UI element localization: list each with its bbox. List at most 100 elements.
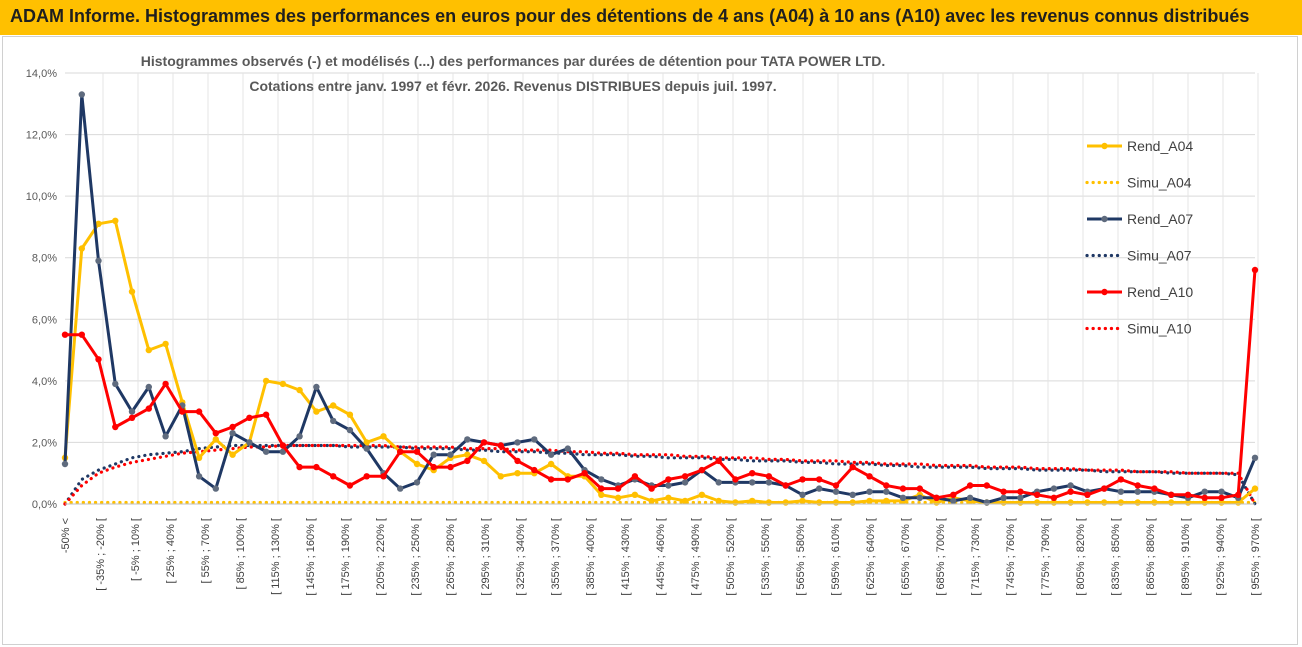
data-point <box>1134 488 1141 495</box>
data-point <box>899 485 907 492</box>
data-point <box>1251 454 1259 461</box>
data-point <box>631 473 639 480</box>
data-point <box>296 463 303 471</box>
data-point <box>1101 485 1108 492</box>
legend-marker <box>1101 215 1108 223</box>
data-point <box>1033 491 1041 498</box>
x-tick-label: [ 925% ; 940% [ <box>1215 518 1227 596</box>
data-point <box>799 491 806 498</box>
data-point <box>480 439 488 446</box>
data-point <box>749 470 756 477</box>
data-point <box>1067 499 1074 506</box>
x-tick-label: [ 565% ; 580% [ <box>795 518 807 596</box>
series-Rend_A04 <box>61 217 1259 506</box>
legend-marker <box>1101 142 1108 150</box>
data-point <box>598 485 605 492</box>
axis-layer: 0,0% 2,0% 4,0% 6,0% 8,0% 10,0% 12,0% 14,0% -50% … <box>26 68 1262 596</box>
x-tick-label: [ 505% ; 520% [ <box>725 518 737 596</box>
data-point <box>128 414 136 421</box>
data-point <box>128 408 136 415</box>
legend-label: Simu_A10 <box>1127 321 1192 337</box>
y-tick-label: 0,0% <box>32 499 57 511</box>
legend-label: Simu_A04 <box>1127 175 1192 191</box>
data-point <box>547 460 555 468</box>
data-point <box>1117 488 1125 495</box>
data-point <box>832 488 840 495</box>
data-point <box>162 340 169 348</box>
data-point <box>112 423 119 431</box>
data-point <box>715 479 722 486</box>
data-point <box>447 451 454 458</box>
y-tick-label: 10,0% <box>26 191 57 203</box>
series-layer <box>61 91 1259 506</box>
data-point <box>665 476 672 483</box>
data-point <box>95 356 102 363</box>
data-point <box>1067 482 1074 489</box>
data-point <box>430 451 437 458</box>
data-point <box>1117 499 1125 506</box>
data-point <box>279 380 287 388</box>
data-point <box>413 479 421 486</box>
data-point <box>665 494 672 501</box>
data-point <box>899 494 907 501</box>
data-point <box>313 408 320 415</box>
x-tick-label: [ 85% ; 100% [ <box>235 518 247 590</box>
series-Simu_A10 <box>63 443 1257 506</box>
y-tick-label: 12,0% <box>26 130 57 142</box>
data-point <box>1134 482 1141 489</box>
data-point <box>681 479 689 486</box>
y-tick-label: 4,0% <box>32 376 57 388</box>
data-point <box>732 476 739 483</box>
data-point <box>61 460 69 468</box>
data-point <box>162 380 169 388</box>
legend-label: Simu_A07 <box>1127 248 1192 264</box>
data-point <box>346 411 354 418</box>
data-point <box>397 485 404 492</box>
data-point <box>229 430 236 437</box>
legend-item-Rend_A07: Rend_A07 <box>1087 211 1193 227</box>
data-point <box>1050 485 1058 492</box>
data-point <box>430 463 437 471</box>
x-tick-label: [ -35% ; -20% [ <box>95 518 107 591</box>
x-tick-label: [ 895% ; 910% [ <box>1180 518 1192 596</box>
x-tick-label: [ 115% ; 130% [ <box>270 518 282 595</box>
data-point <box>916 485 923 492</box>
data-point <box>1235 491 1242 498</box>
data-point <box>933 494 940 501</box>
data-point <box>816 499 823 506</box>
data-point <box>983 482 990 489</box>
data-point <box>765 499 773 506</box>
x-tick-label: [ 295% ; 310% [ <box>480 518 492 596</box>
data-point <box>363 473 370 480</box>
data-point <box>1017 488 1024 495</box>
legend-item-Rend_A04: Rend_A04 <box>1087 138 1193 154</box>
y-tick-label: 2,0% <box>32 437 57 449</box>
data-point <box>681 473 689 480</box>
data-point <box>397 448 404 455</box>
data-point <box>715 497 722 505</box>
x-tick-label: [ 205% ; 220% [ <box>375 518 387 596</box>
data-point <box>279 448 287 455</box>
data-point <box>95 220 102 227</box>
data-point <box>514 439 521 446</box>
data-point <box>1033 499 1041 506</box>
series-Rend_A07 <box>61 91 1259 506</box>
data-point <box>380 473 387 480</box>
data-point <box>816 485 823 492</box>
x-tick-label: [ -5% ; 10% [ <box>130 518 142 581</box>
data-point <box>78 245 86 252</box>
data-point <box>330 417 337 425</box>
data-point <box>212 485 219 492</box>
x-tick-label: [ 145% ; 160% [ <box>305 518 317 596</box>
data-point <box>464 451 471 458</box>
legend: Rend_A04 Simu_A04 Rend_A07 Simu_A07 Rend_A10… <box>1085 138 1193 337</box>
data-point <box>547 476 555 483</box>
data-point <box>212 436 219 443</box>
data-point <box>279 442 287 449</box>
data-point <box>346 426 354 434</box>
data-point <box>1251 485 1259 492</box>
data-point <box>262 448 270 455</box>
series-line <box>63 443 1257 506</box>
data-point <box>195 454 203 461</box>
data-point <box>531 436 538 443</box>
